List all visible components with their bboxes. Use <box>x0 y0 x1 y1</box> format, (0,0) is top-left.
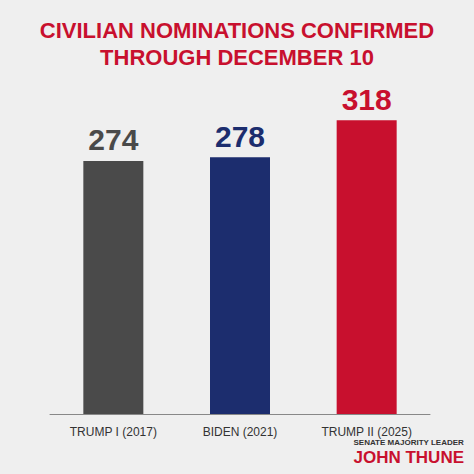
svg-text:274: 274 <box>88 123 138 156</box>
svg-text:JOHN THUNE: JOHN THUNE <box>353 448 464 467</box>
svg-text:TRUMP I (2017): TRUMP I (2017) <box>70 425 157 439</box>
svg-text:BIDEN (2021): BIDEN (2021) <box>203 425 278 439</box>
svg-text:CIVILIAN NOMINATIONS CONFIRMED: CIVILIAN NOMINATIONS CONFIRMED <box>40 18 434 43</box>
svg-text:318: 318 <box>342 83 392 116</box>
svg-text:SENATE MAJORITY LEADER: SENATE MAJORITY LEADER <box>353 437 464 447</box>
svg-text:THROUGH DECEMBER 10: THROUGH DECEMBER 10 <box>100 45 374 70</box>
svg-text:TRUMP II (2025): TRUMP II (2025) <box>321 425 411 439</box>
svg-text:278: 278 <box>215 120 265 153</box>
